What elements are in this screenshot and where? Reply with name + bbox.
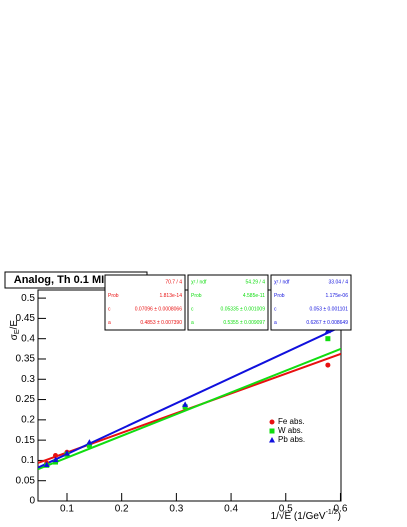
y-label-main: σ bbox=[9, 333, 20, 340]
stat-value: 0.05335 ± 0.001009 bbox=[221, 306, 266, 312]
x-tick-label: 0.2 bbox=[115, 504, 129, 515]
y-tick-label: 0.1 bbox=[21, 455, 35, 466]
x-axis-label: 1/√E (1/GeV-1/2) bbox=[271, 509, 341, 522]
y-tick-label: 0.45 bbox=[16, 313, 36, 324]
x-label-end: ) bbox=[338, 511, 341, 522]
stat-label: Prob bbox=[274, 293, 285, 299]
point bbox=[86, 439, 93, 445]
stat-value: 1.813e-14 bbox=[159, 293, 182, 299]
x-label-main: 1/√E (1/GeV bbox=[271, 510, 326, 522]
y-label-sub: E bbox=[14, 329, 21, 334]
point bbox=[43, 461, 50, 467]
stat-box bbox=[104, 274, 186, 331]
stat-label: Prob bbox=[191, 293, 202, 299]
x-tick-label: 0.4 bbox=[224, 504, 238, 515]
x-tick-label: 0.1 bbox=[60, 504, 74, 515]
x-tick-label: 0.5 bbox=[279, 504, 293, 515]
stat-label: a bbox=[274, 320, 277, 326]
stat-label: c bbox=[191, 306, 194, 312]
point bbox=[52, 456, 59, 463]
x-label-sup: -1/2 bbox=[326, 509, 338, 516]
y-tick-label: 0.4 bbox=[21, 333, 35, 344]
stat-label: c bbox=[274, 306, 277, 312]
point bbox=[325, 336, 331, 342]
y-tick-label: 0 bbox=[29, 496, 35, 507]
stat-value: 54.29 / 4 bbox=[246, 279, 266, 285]
y-tick-label: 0.25 bbox=[16, 394, 36, 405]
y-tick-label: 0.15 bbox=[16, 435, 36, 446]
point bbox=[53, 453, 59, 459]
legend-marker bbox=[269, 437, 275, 443]
y-label-end: /E bbox=[9, 320, 20, 330]
point bbox=[182, 401, 189, 407]
y-tick-label: 0.2 bbox=[21, 414, 35, 425]
stat-label: χ² / ndf bbox=[274, 279, 290, 285]
stat-label: a bbox=[191, 320, 194, 326]
point bbox=[86, 442, 92, 448]
stat-value: 0.053 ± 0.001101 bbox=[309, 306, 348, 312]
stat-label: a bbox=[108, 320, 111, 326]
stat-label: χ² / ndf bbox=[191, 279, 207, 285]
point bbox=[63, 450, 70, 456]
y-tick-label: 0.5 bbox=[21, 293, 35, 304]
legend-label: Pb abs. bbox=[278, 435, 305, 444]
stat-value: 0.4853 ± 0.007390 bbox=[140, 320, 182, 326]
legend-label: W abs. bbox=[278, 426, 303, 435]
stat-value: 0.07096 ± 0.0008066 bbox=[135, 306, 182, 312]
stat-value: 70.7 / 4 bbox=[165, 279, 182, 285]
stat-label: Prob bbox=[108, 293, 119, 299]
y-tick-label: 0.35 bbox=[16, 354, 36, 365]
x-tick-label: 0.3 bbox=[169, 504, 183, 515]
stat-value: 0.5355 ± 0.009097 bbox=[223, 320, 265, 326]
legend-marker bbox=[269, 419, 275, 425]
fit-line bbox=[38, 347, 341, 471]
point bbox=[325, 362, 331, 368]
y-tick-label: 0.05 bbox=[16, 475, 36, 486]
x-tick-label: 0.6 bbox=[333, 504, 347, 515]
stat-value: 4.585e-11 bbox=[243, 293, 265, 299]
stat-value: 1.175e-06 bbox=[325, 293, 348, 299]
y-tick-label: 0.3 bbox=[21, 374, 35, 385]
legend-marker bbox=[269, 428, 275, 434]
fit-line bbox=[38, 325, 341, 469]
legend-label: Fe abs. bbox=[278, 417, 305, 426]
stat-box bbox=[187, 274, 269, 331]
stat-label: c bbox=[108, 306, 111, 312]
stat-value: 0.6267 ± 0.008649 bbox=[306, 320, 348, 326]
y-axis-label: σE/E bbox=[9, 320, 21, 341]
stat-value: 33.04 / 4 bbox=[329, 279, 349, 285]
stat-box bbox=[270, 274, 352, 331]
